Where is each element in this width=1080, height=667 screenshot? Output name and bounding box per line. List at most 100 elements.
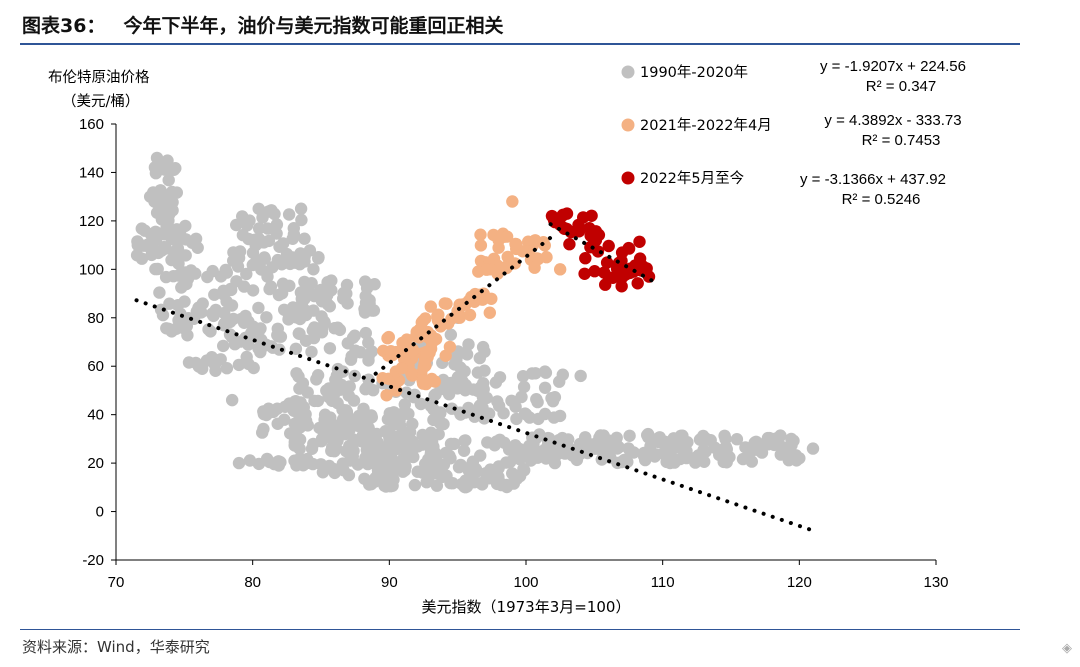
data-point xyxy=(485,292,498,305)
data-point xyxy=(162,173,175,187)
data-point xyxy=(369,471,382,485)
data-point xyxy=(593,431,606,444)
data-point xyxy=(588,265,601,278)
data-point xyxy=(156,308,170,322)
data-point xyxy=(323,342,337,355)
data-point xyxy=(458,434,471,447)
data-point xyxy=(287,228,301,241)
data-point xyxy=(668,456,681,469)
data-point xyxy=(293,442,306,456)
data-point xyxy=(384,345,398,358)
data-point xyxy=(637,449,651,463)
y-tick-label: 60 xyxy=(87,358,104,375)
data-point xyxy=(196,297,209,310)
data-point xyxy=(293,312,307,326)
data-point xyxy=(256,211,269,224)
data-point xyxy=(360,281,374,295)
data-point xyxy=(458,365,471,378)
data-point xyxy=(459,346,472,360)
data-point xyxy=(539,366,553,379)
x-axis-title: 美元指数（1973年3月=100） xyxy=(422,598,631,616)
data-point xyxy=(201,270,214,284)
data-point xyxy=(459,298,472,311)
data-point xyxy=(383,407,396,420)
data-point xyxy=(278,413,291,426)
data-point xyxy=(165,185,179,199)
data-point xyxy=(386,473,399,487)
data-point xyxy=(531,395,544,409)
data-point xyxy=(556,368,569,381)
data-point xyxy=(363,294,376,307)
data-point xyxy=(165,325,178,338)
data-point xyxy=(545,392,558,405)
data-point xyxy=(238,312,251,325)
data-point xyxy=(150,151,164,165)
data-point xyxy=(622,442,635,455)
x-tick-label: 70 xyxy=(108,574,125,591)
data-point xyxy=(745,455,758,468)
data-point xyxy=(553,409,567,423)
data-point xyxy=(538,239,551,252)
data-point xyxy=(564,443,577,456)
data-point xyxy=(406,435,419,448)
data-point xyxy=(178,295,191,308)
data-point xyxy=(456,375,469,388)
data-point xyxy=(400,333,413,346)
data-point xyxy=(444,437,458,451)
data-point xyxy=(343,454,356,467)
trend-r2-3: R² = 0.5246 xyxy=(842,191,921,208)
data-point xyxy=(693,433,707,446)
data-point xyxy=(138,224,152,237)
data-point xyxy=(471,366,485,379)
trendline-series-3 xyxy=(548,222,654,283)
data-point xyxy=(527,437,540,450)
data-point xyxy=(294,202,308,215)
x-tick-label: 110 xyxy=(651,574,675,591)
data-point xyxy=(329,373,342,386)
data-point xyxy=(623,429,636,442)
data-point xyxy=(506,195,519,208)
data-point xyxy=(549,447,562,460)
data-point xyxy=(591,245,605,258)
legend-item-2: 2021年-2022年4月 xyxy=(621,117,772,134)
data-point xyxy=(453,311,466,324)
data-point xyxy=(253,323,266,336)
data-point xyxy=(284,427,297,440)
data-point xyxy=(415,316,428,329)
data-point xyxy=(708,441,722,454)
data-point xyxy=(271,253,284,267)
data-point xyxy=(257,422,270,436)
data-point xyxy=(600,256,614,269)
data-point xyxy=(172,269,185,282)
data-point xyxy=(307,263,320,276)
data-point xyxy=(263,282,276,296)
data-point xyxy=(202,323,215,336)
data-point xyxy=(236,210,249,223)
data-point xyxy=(489,376,503,389)
data-point xyxy=(574,369,587,383)
data-point xyxy=(730,433,744,446)
trend-r2-1: R² = 0.347 xyxy=(866,78,936,95)
data-point xyxy=(336,365,350,378)
data-point xyxy=(606,271,620,284)
data-point xyxy=(395,362,408,375)
y-axis-title: 布伦特原油价格 xyxy=(48,69,150,86)
trend-equation-3: y = -3.1366x + 437.92 xyxy=(800,171,946,188)
data-point xyxy=(381,332,394,345)
data-point xyxy=(278,400,292,413)
data-point xyxy=(283,257,297,271)
data-point xyxy=(620,455,633,469)
data-point xyxy=(288,395,302,408)
data-point xyxy=(522,235,535,248)
data-point xyxy=(137,239,150,252)
data-point xyxy=(410,325,423,339)
data-point xyxy=(424,467,437,480)
x-tick-label: 130 xyxy=(923,574,948,591)
data-point xyxy=(259,405,272,418)
y-axis-unit: （美元/桶） xyxy=(62,93,139,110)
data-point xyxy=(476,478,489,491)
data-point xyxy=(633,235,646,248)
data-point xyxy=(293,327,306,340)
data-point xyxy=(492,399,506,413)
y-tick-label: 100 xyxy=(79,261,104,278)
